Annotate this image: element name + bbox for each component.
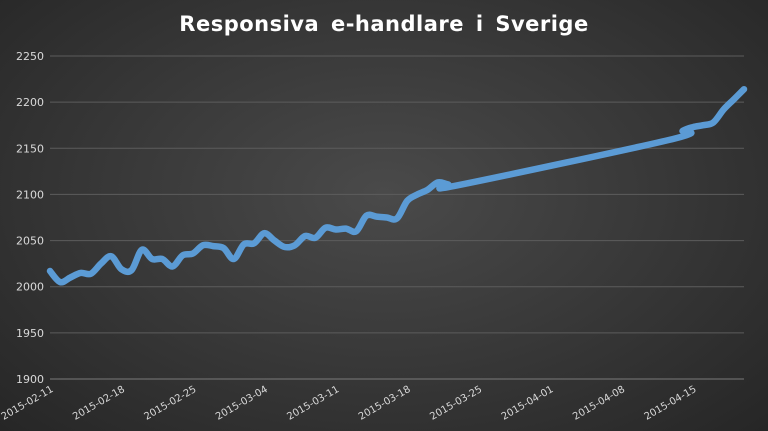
y-tick-label: 1900 [16, 373, 44, 386]
y-tick-label: 2100 [16, 188, 44, 201]
x-tick-label: 2015-02-11 [0, 384, 56, 423]
y-tick-label: 2050 [16, 235, 44, 248]
x-tick-label: 2015-03-25 [428, 384, 484, 423]
chart-title: Responsiva e-handlare i Sverige [179, 12, 589, 36]
series-line [46, 85, 748, 286]
x-tick-label: 2015-02-25 [143, 384, 199, 423]
x-tick-label: 2015-03-11 [285, 384, 341, 423]
y-tick-label: 1950 [16, 327, 44, 340]
x-tick-label: 2015-04-08 [571, 384, 627, 423]
y-tick-label: 2250 [16, 50, 44, 63]
series [46, 85, 748, 286]
x-tick-label: 2015-03-04 [214, 384, 270, 423]
x-tick-label: 2015-02-18 [71, 384, 127, 423]
x-tick-label: 2015-03-18 [357, 384, 413, 423]
y-tick-label: 2150 [16, 142, 44, 155]
y-tick-label: 2000 [16, 281, 44, 294]
y-tick-label: 2200 [16, 96, 44, 109]
x-tick-label: 2015-04-15 [643, 384, 699, 423]
x-axis: 2015-02-11 2015-02-18 2015-02-25 2015-03-04… [0, 384, 698, 423]
x-tick-label: 2015-04-01 [500, 384, 556, 423]
gridlines [50, 55, 744, 380]
y-axis: 1900 1950 2000 2050 2100 2150 2200 2250 [16, 50, 44, 386]
